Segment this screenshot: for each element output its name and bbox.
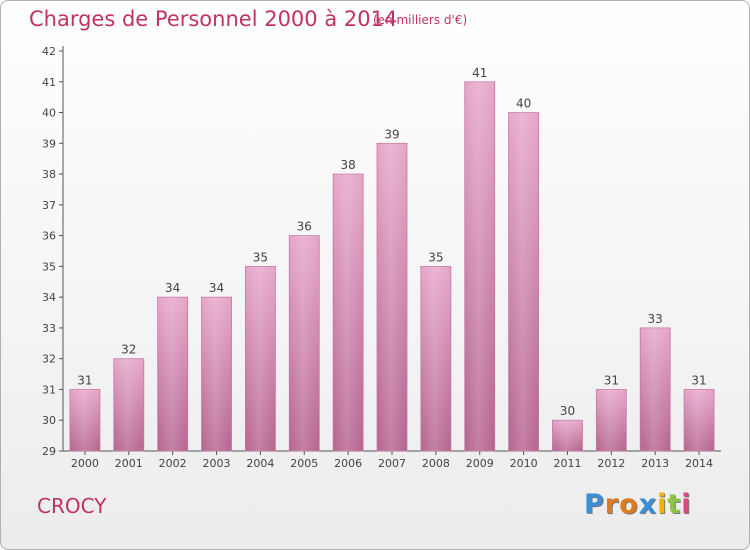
bar-highlight	[420, 266, 451, 451]
axes: 29 30 31 32 33 34 35 36 37 38 39 40 41 42 2000 2001 2002…	[42, 45, 721, 470]
bar-highlight	[684, 389, 715, 451]
y-tick-label: 32	[42, 353, 56, 366]
bar-highlight	[508, 112, 539, 452]
y-tick-label: 40	[42, 107, 56, 120]
data-label: 33	[648, 312, 663, 326]
x-tick-label: 2003	[203, 457, 231, 470]
city-name: CROCY	[37, 494, 107, 518]
logo-letter: t	[667, 489, 682, 520]
data-label: 40	[516, 97, 531, 111]
x-tick-label: 2005	[290, 457, 318, 470]
data-label: 39	[384, 127, 399, 141]
data-label: 31	[604, 373, 619, 387]
chart-subtitle: (en milliers d'€)	[373, 13, 468, 27]
data-label: 41	[472, 66, 487, 80]
bar-highlight	[333, 174, 364, 452]
data-label: 35	[428, 250, 443, 264]
bar-highlight	[245, 266, 276, 451]
x-tick-label: 2014	[685, 457, 713, 470]
data-label: 34	[165, 281, 180, 295]
data-label: 32	[121, 343, 136, 357]
data-label: 35	[253, 250, 268, 264]
value-labels: 31 32 34 34 35 36 38 39 35 41 40 30 31 33 31	[77, 66, 706, 418]
chart-title: Charges de Personnel 2000 à 2014	[29, 7, 398, 31]
data-label: 34	[209, 281, 224, 295]
bar-highlight	[113, 358, 144, 451]
x-tick-label: 2001	[115, 457, 143, 470]
data-label: 31	[77, 373, 92, 387]
bar-highlight	[596, 389, 627, 451]
y-tick-label: 29	[42, 445, 56, 458]
y-tick-label: 36	[42, 230, 56, 243]
x-tick-label: 2004	[246, 457, 274, 470]
x-tick-label: 2010	[510, 457, 538, 470]
bars	[69, 81, 715, 452]
x-tick-label: 2007	[378, 457, 406, 470]
y-tick-label: 35	[42, 260, 56, 273]
data-label: 38	[340, 158, 355, 172]
logo-letter: o	[619, 489, 639, 520]
data-label: 30	[560, 404, 575, 418]
x-tick-label: 2009	[466, 457, 494, 470]
y-tick-label: 37	[42, 199, 56, 212]
y-tick-label: 41	[42, 76, 56, 89]
bar-highlight	[640, 327, 671, 451]
x-tick-label: 2008	[422, 457, 450, 470]
x-tick-label: 2011	[553, 457, 581, 470]
bar-highlight	[464, 81, 495, 452]
data-label: 36	[297, 220, 312, 234]
logo-letter: r	[604, 489, 620, 520]
y-tick-label: 30	[42, 414, 56, 427]
x-tick-label: 2013	[641, 457, 669, 470]
data-label: 31	[691, 373, 706, 387]
logo-letter: i	[657, 489, 668, 520]
bar-highlight	[69, 389, 100, 451]
x-tick-label: 2000	[71, 457, 99, 470]
x-tick-label: 2012	[597, 457, 625, 470]
bar-highlight	[552, 420, 583, 451]
y-tick-label: 42	[42, 45, 56, 58]
logo-letter: i	[681, 489, 692, 520]
x-tick-label: 2002	[159, 457, 187, 470]
x-tick-label: 2006	[334, 457, 362, 470]
proxiti-logo[interactable]: Proxiti	[584, 489, 692, 520]
y-tick-label: 31	[42, 383, 56, 396]
y-tick-label: 39	[42, 137, 56, 150]
y-tick-label: 38	[42, 168, 56, 181]
bar-highlight	[377, 143, 407, 452]
logo-letter: x	[638, 489, 658, 520]
bar-highlight	[157, 297, 188, 451]
bar-highlight	[201, 297, 232, 451]
bar-highlight	[289, 235, 320, 451]
y-tick-label: 33	[42, 322, 56, 335]
y-tick-label: 34	[42, 291, 56, 304]
logo-letter: P	[584, 489, 605, 520]
